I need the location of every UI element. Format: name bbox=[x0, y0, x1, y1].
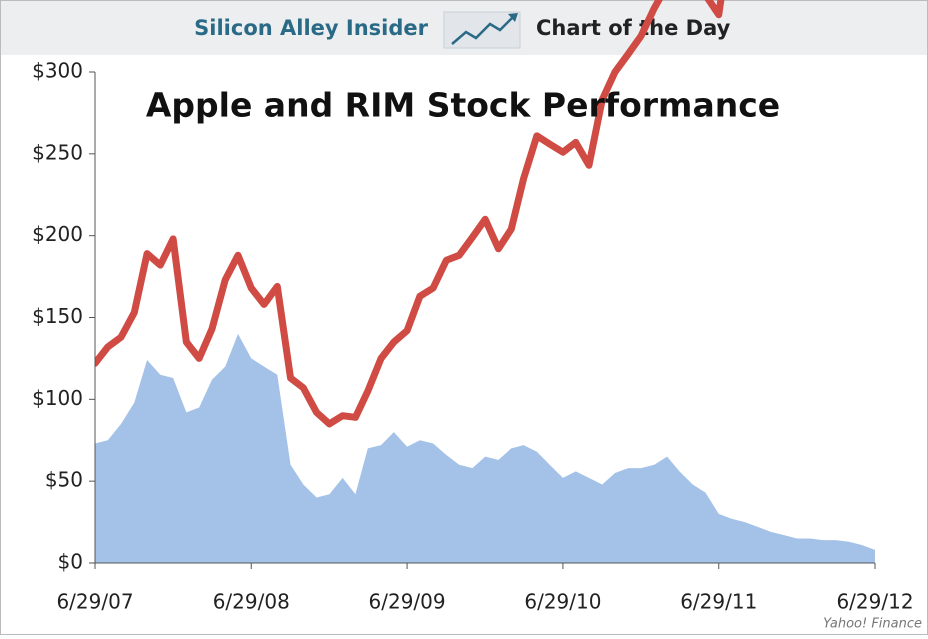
x-tick-label: 6/29/07 bbox=[56, 590, 133, 614]
x-tick-label: 6/29/09 bbox=[369, 590, 446, 614]
y-tick-label: $250 bbox=[32, 140, 83, 164]
source: Yahoo! Finance bbox=[823, 617, 922, 632]
y-tick-label: $0 bbox=[58, 550, 83, 574]
x-tick-label: 6/29/08 bbox=[213, 590, 290, 614]
x-tick-label: 6/29/11 bbox=[680, 590, 757, 614]
chart-title: Apple and RIM Stock Performance bbox=[146, 86, 780, 125]
plot bbox=[95, 0, 875, 563]
header-section: Chart of the Day bbox=[536, 16, 731, 40]
y-tick-label: $150 bbox=[32, 304, 83, 328]
area bbox=[95, 333, 875, 563]
x-tick-label: 6/29/10 bbox=[524, 590, 601, 614]
x-tick-label: 6/29/12 bbox=[836, 590, 913, 614]
y-tick-label: $100 bbox=[32, 386, 83, 410]
y-tick-label: $200 bbox=[32, 222, 83, 246]
header-icon bbox=[443, 11, 521, 49]
header-brand: Silicon Alley Insider bbox=[194, 16, 428, 40]
y-tick-label: $50 bbox=[45, 468, 83, 492]
y-tick-label: $300 bbox=[32, 59, 83, 83]
line bbox=[95, 0, 725, 428]
